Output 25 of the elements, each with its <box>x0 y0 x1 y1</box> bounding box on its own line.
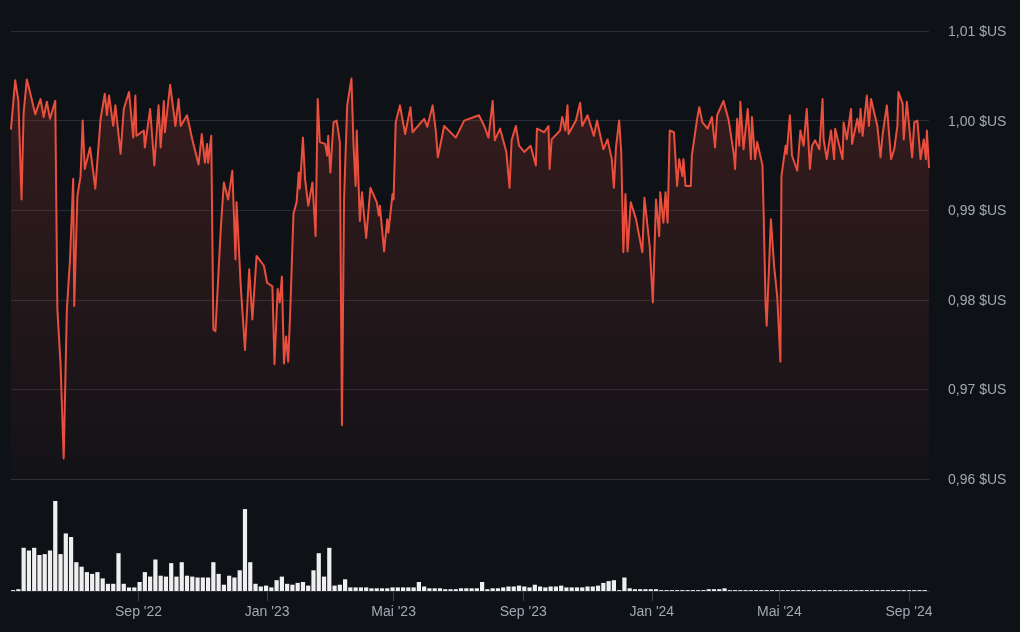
bar <box>437 588 443 591</box>
x-tick-label: Jan '24 <box>629 603 675 619</box>
bar <box>68 537 74 591</box>
bar <box>358 587 364 591</box>
y-tick-label: 0,96 $US <box>948 471 1007 487</box>
x-tick-label: Mai '24 <box>756 603 802 619</box>
x-tick-label: Sep '23 <box>499 603 547 619</box>
y-tick-label: 0,99 $US <box>948 202 1007 219</box>
y-tick-label: 0,98 $US <box>948 291 1007 308</box>
y-tick-label: 1,00 $US <box>948 112 1007 129</box>
x-tick-label: Sep '24 <box>885 603 933 619</box>
bar <box>300 582 306 591</box>
bar <box>458 588 464 591</box>
bar <box>242 509 248 591</box>
x-tick-label: Sep '22 <box>115 603 163 619</box>
y-tick-label: 0,97 $US <box>948 381 1007 398</box>
x-tick-label: Jan '23 <box>244 603 290 619</box>
bar <box>574 587 580 591</box>
bar <box>126 587 132 591</box>
x-tick-label: Mai '23 <box>371 603 417 619</box>
y-tick-label: 1,01 $US <box>948 23 1007 39</box>
bar <box>495 588 501 591</box>
bar <box>400 587 406 591</box>
bar <box>26 550 32 591</box>
bar <box>379 588 385 591</box>
